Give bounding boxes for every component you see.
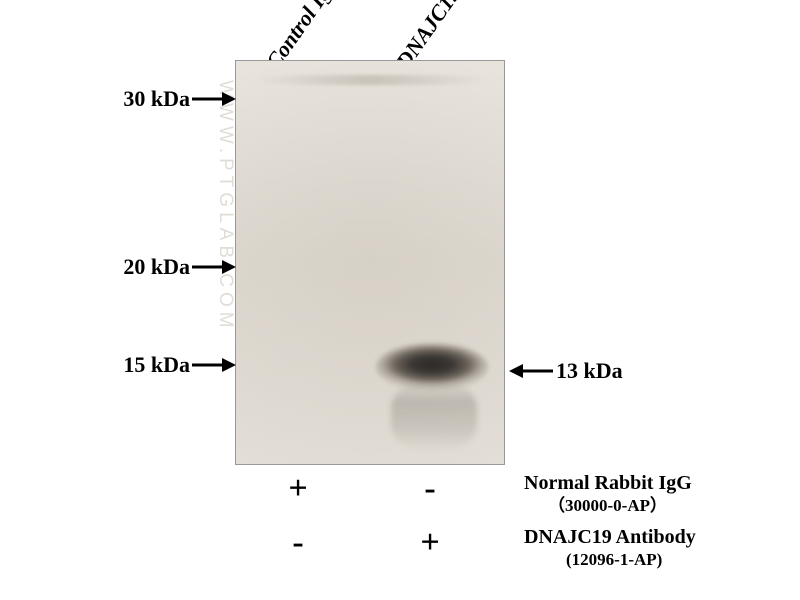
figure-container: Control IgG DNAJC19 WWW.PTGLAB.COM 30 kD… [0, 0, 800, 600]
condition-row1-label: Normal Rabbit IgG （30000-0-AP） [524, 472, 692, 516]
condition-row1-label-line2: （30000-0-AP） [524, 496, 667, 515]
condition-row1-lane2-symbol: - [415, 470, 445, 508]
condition-row2-lane1-symbol: - [283, 524, 313, 562]
band-annotation-arrow [508, 362, 553, 380]
band-annotation-label: 13 kDa [556, 358, 623, 384]
marker-15kda-label: 15 kDa [100, 352, 190, 378]
condition-row2-label-line2: (12096-1-AP) [524, 550, 662, 569]
condition-row1-lane1-symbol: + [283, 470, 313, 508]
marker-30kda-label: 30 kDa [100, 86, 190, 112]
faint-band-top [254, 75, 488, 85]
western-blot-image [235, 60, 505, 465]
smear-below-band [391, 381, 477, 451]
watermark-text: WWW.PTGLAB.COM [214, 80, 236, 333]
marker-20kda-label: 20 kDa [100, 254, 190, 280]
marker-20kda-arrow [192, 258, 237, 276]
marker-15kda-arrow [192, 356, 237, 374]
condition-row2-lane2-symbol: + [415, 524, 445, 562]
condition-row2-label-line1: DNAJC19 Antibody [524, 526, 696, 548]
condition-row2-label: DNAJC19 Antibody (12096-1-AP) [524, 526, 696, 570]
condition-row1-label-line1: Normal Rabbit IgG [524, 472, 692, 494]
marker-30kda-arrow [192, 90, 237, 108]
